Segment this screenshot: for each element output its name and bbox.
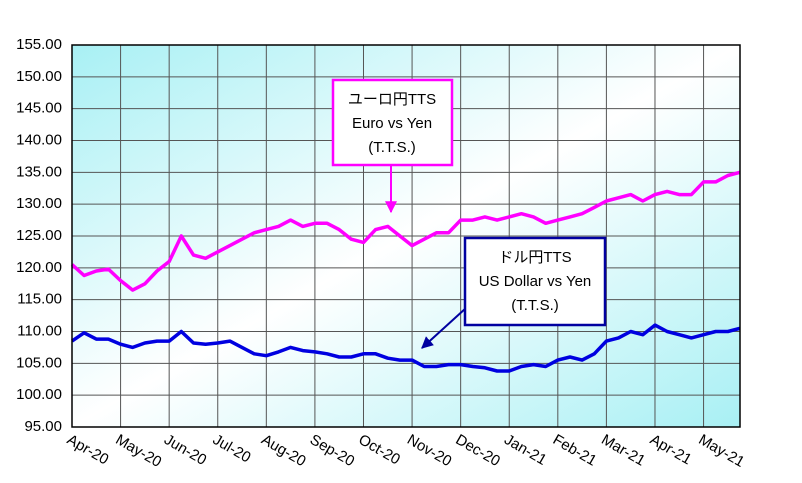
annotation-text: US Dollar vs Yen [479,273,592,290]
annotation-text: (T.T.S.) [511,297,559,314]
y-tick-label: 135.00 [16,163,62,180]
series-line [70,170,741,292]
y-tick-label: 145.00 [16,100,62,117]
series-line [71,323,741,373]
y-tick-label: 140.00 [16,131,62,148]
y-tick-label: 125.00 [16,227,62,244]
x-tick-label: Feb-21 [550,431,600,469]
y-tick-label: 95.00 [24,418,62,435]
x-tick-label: Jan-21 [501,431,549,469]
plot-border [71,44,741,428]
y-tick-label: 120.00 [16,259,62,276]
annotation-text: ドル円TTS [498,249,571,266]
annotation-text: Euro vs Yen [352,115,432,132]
x-tick-label: Aug-20 [258,431,308,470]
y-tick-label: 105.00 [16,354,62,371]
x-tick-label: May-21 [696,431,748,471]
y-tick-label: 100.00 [16,386,62,403]
x-tick-label: Dec-20 [453,431,503,470]
x-tick-label: Nov-20 [404,431,454,470]
x-tick-label: Mar-21 [598,431,648,469]
x-tick-label: Apr-20 [64,431,111,468]
annotation-box [463,236,607,327]
lines [70,170,741,373]
annotation-text: (T.T.S.) [368,139,416,156]
x-tick-label: Jul-20 [210,431,254,466]
x-tick-label: Apr-21 [647,431,694,468]
dollar-arrow [421,307,467,349]
euro-annotation: ユーロ円TTS Euro vs Yen (T.T.S.) [331,78,454,167]
y-tick-label: 115.00 [17,291,62,308]
y-tick-label: 130.00 [16,195,62,212]
x-tick-label: Sep-20 [307,431,357,470]
y-tick-label: 110.00 [17,322,62,339]
y-tick-label: 155.00 [16,36,62,53]
y-tick-label: 150.00 [16,68,62,85]
annotation-box [331,78,454,167]
x-tick-label: Oct-20 [356,431,403,468]
annotation-text: ユーロ円TTS [348,91,436,108]
x-tick-label: May-20 [113,431,165,471]
dollar-annotation: ドル円TTS US Dollar vs Yen (T.T.S.) [463,236,607,327]
x-tick-label: Jun-20 [161,431,209,469]
